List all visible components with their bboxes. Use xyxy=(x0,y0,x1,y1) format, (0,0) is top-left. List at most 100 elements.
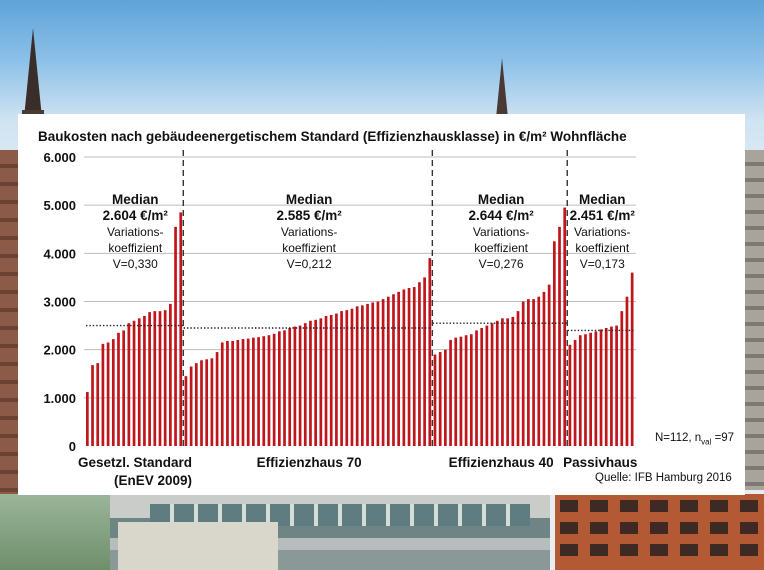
y-tick-label: 6.000 xyxy=(43,150,76,165)
median-annotation: Median 2.585 €/m² Variations-koeffizient V=… xyxy=(249,192,369,272)
bar xyxy=(283,330,286,446)
bar xyxy=(184,376,188,446)
bar xyxy=(480,327,484,446)
variation-coefficient: Variations- xyxy=(280,225,338,239)
variation-coefficient: V=0,330 xyxy=(112,257,158,271)
brick-building-windows xyxy=(560,500,760,566)
bar xyxy=(179,212,183,446)
variation-coefficient: V=0,276 xyxy=(478,257,524,271)
bar xyxy=(86,392,89,446)
y-tick-label: 1.000 xyxy=(43,391,76,406)
bar xyxy=(506,318,509,446)
bar xyxy=(314,319,317,446)
bar xyxy=(547,284,551,446)
median-value: 2.644 €/m² xyxy=(468,208,534,223)
bar xyxy=(428,258,432,446)
bar xyxy=(516,311,520,446)
category-label: Passivhaus xyxy=(520,454,680,472)
bar xyxy=(288,327,292,446)
bar xyxy=(604,327,608,446)
bar xyxy=(319,318,323,446)
variation-coefficient: Variations- xyxy=(574,225,631,239)
median-title: Median xyxy=(477,192,525,207)
bar xyxy=(231,340,234,446)
bar xyxy=(174,226,177,446)
bar xyxy=(226,340,229,446)
category-label-line: (EnEV 2009) xyxy=(113,473,192,488)
bar xyxy=(527,299,530,446)
bar xyxy=(335,313,338,446)
category-label-line: Gesetzl. Standard xyxy=(77,455,192,470)
bar xyxy=(615,325,618,446)
bar xyxy=(444,349,447,446)
bar xyxy=(200,360,203,446)
bar xyxy=(542,291,546,446)
bar xyxy=(236,340,240,446)
bar xyxy=(552,241,556,446)
bar xyxy=(584,334,587,446)
bar xyxy=(303,323,307,446)
variation-coefficient: koeffizient xyxy=(282,241,337,255)
bar xyxy=(454,337,458,446)
median-annotation: Median 2.451 €/m² Variations-koeffizient V=… xyxy=(542,192,662,272)
bar xyxy=(630,272,634,446)
bar-chart: 0 1.000 2.000 3.000 4.000 5.000 6.000 xyxy=(43,150,636,454)
bar xyxy=(298,325,302,446)
bar xyxy=(158,311,162,446)
median-value: 2.604 €/m² xyxy=(102,208,168,223)
bar xyxy=(96,363,100,446)
bar xyxy=(381,299,385,446)
y-tick-label: 2.000 xyxy=(43,343,76,358)
bar xyxy=(412,287,416,446)
category-label: Effizienzhaus 40 xyxy=(421,454,581,472)
bar xyxy=(163,310,167,446)
median-title: Median xyxy=(285,192,333,207)
bar xyxy=(137,318,141,446)
bar xyxy=(111,339,115,446)
bar xyxy=(568,344,572,446)
bar xyxy=(625,296,629,446)
y-tick-label: 5.000 xyxy=(43,198,76,213)
church-spire-left xyxy=(24,28,42,118)
bar xyxy=(267,335,271,446)
bar xyxy=(459,336,463,446)
bar xyxy=(277,331,281,446)
bar xyxy=(376,301,380,446)
bar xyxy=(309,320,312,446)
bar xyxy=(205,359,209,446)
bar xyxy=(189,366,193,446)
bar xyxy=(464,335,468,446)
bar xyxy=(117,332,120,446)
bar xyxy=(589,332,592,446)
bar xyxy=(573,340,577,446)
bar xyxy=(345,310,349,446)
bar xyxy=(438,352,442,446)
bar xyxy=(355,306,359,446)
bar xyxy=(324,315,328,446)
bar xyxy=(397,291,401,446)
variation-coefficient: V=0,173 xyxy=(579,257,625,271)
building-left xyxy=(0,150,20,570)
bar xyxy=(246,338,250,446)
bar xyxy=(215,352,219,446)
y-tick-label: 4.000 xyxy=(43,246,76,261)
bar xyxy=(485,325,489,446)
trees-area xyxy=(0,494,120,570)
bar xyxy=(599,329,603,446)
median-value: 2.585 €/m² xyxy=(276,208,342,223)
plaza xyxy=(118,522,278,570)
category-label: Effizienzhaus 70 xyxy=(229,454,389,472)
bar xyxy=(594,331,598,446)
bar xyxy=(537,296,541,446)
category-label-line: Passivhaus xyxy=(563,455,638,470)
bar xyxy=(511,316,515,446)
sample-size-note: N=112, nval =97 xyxy=(655,432,734,446)
bar xyxy=(392,294,395,446)
bar xyxy=(501,318,504,446)
variation-coefficient: V=0,212 xyxy=(286,257,332,271)
median-title: Median xyxy=(579,192,626,207)
bar xyxy=(371,302,375,446)
bar xyxy=(252,337,255,446)
bar xyxy=(490,323,494,446)
bar xyxy=(143,315,146,446)
